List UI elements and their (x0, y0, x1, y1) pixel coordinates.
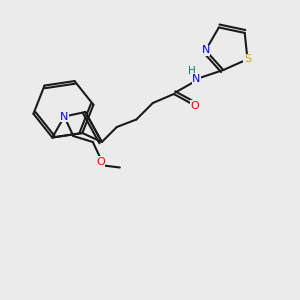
Text: N: N (192, 74, 200, 84)
Text: S: S (244, 54, 251, 64)
Text: O: O (96, 157, 105, 166)
Text: H: H (188, 66, 196, 76)
Text: N: N (201, 45, 210, 56)
Text: N: N (60, 112, 68, 122)
Text: O: O (190, 101, 199, 111)
